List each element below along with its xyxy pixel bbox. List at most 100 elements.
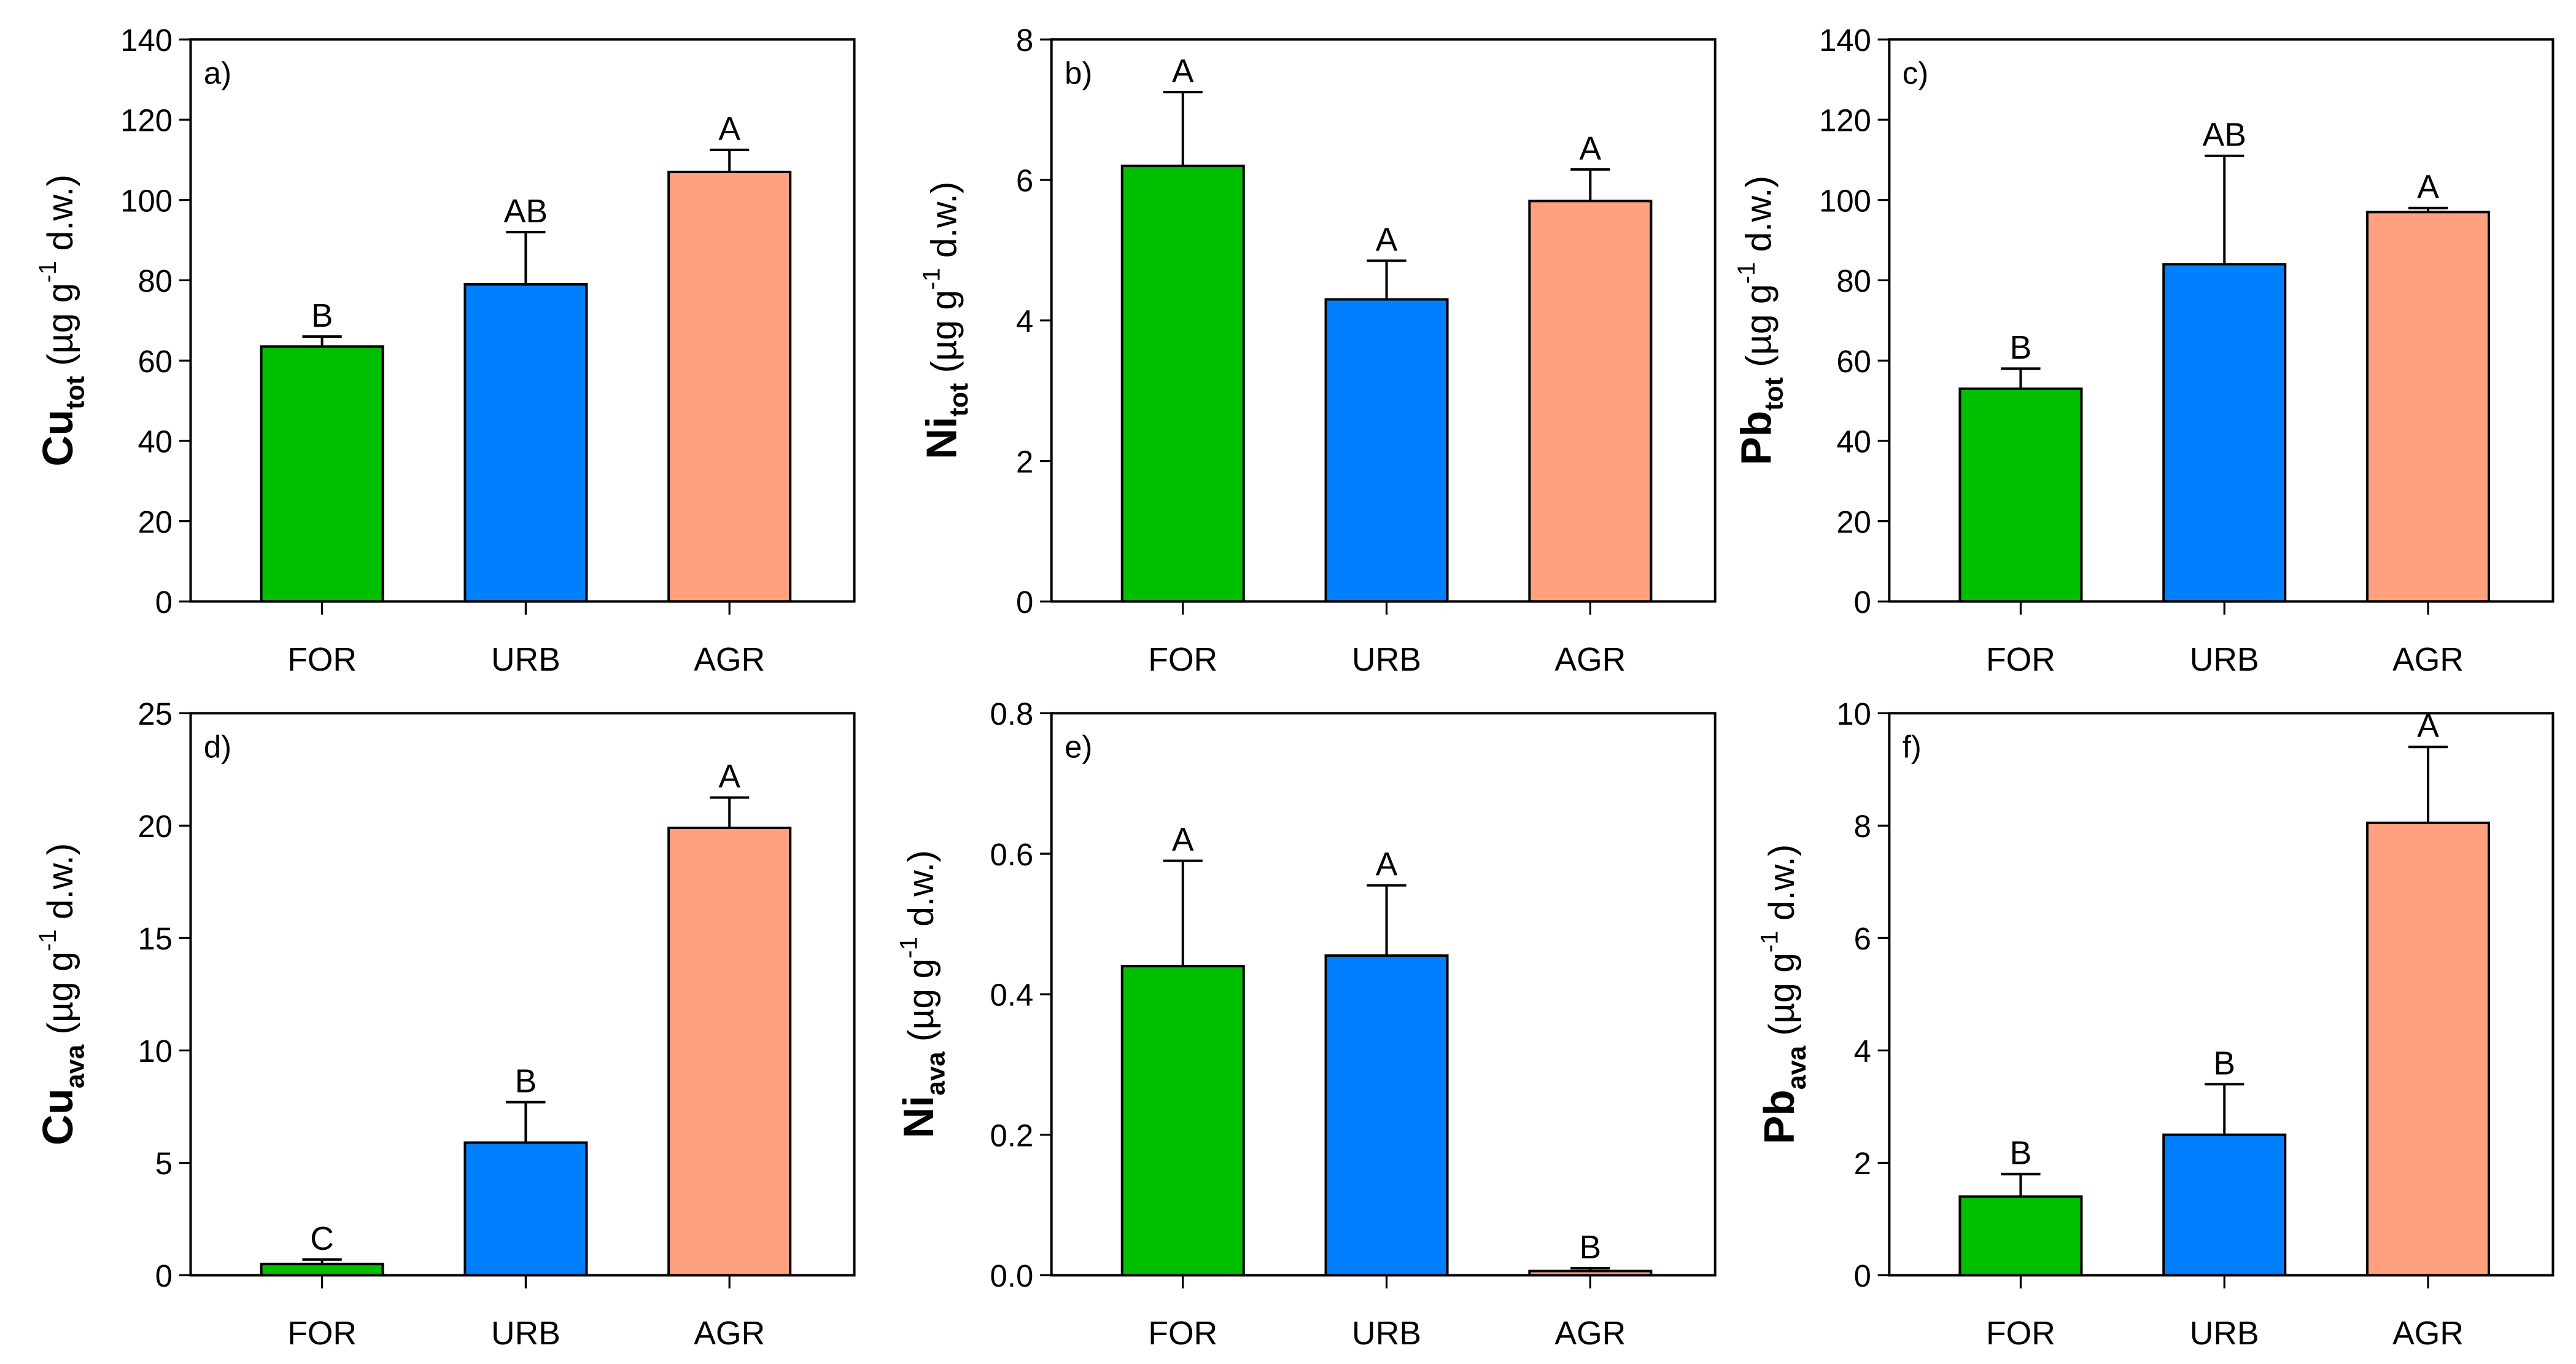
y-label-unit: (µg g <box>901 959 941 1052</box>
bar-for <box>1958 387 2083 603</box>
y-tick-label: 60 <box>138 344 173 379</box>
y-label-unit-end: d.w.) <box>41 843 80 930</box>
y-label-element: Pb <box>1732 411 1780 466</box>
y-label-element: Cu <box>34 1088 82 1145</box>
significance-letter: A <box>1172 822 1194 859</box>
y-tick-label: 10 <box>1836 696 1871 731</box>
y-label-unit: (µg g <box>41 951 80 1045</box>
plot-frame <box>1888 712 2555 1277</box>
y-label-subscript: tot <box>1759 377 1788 411</box>
y-label-exponent: -1 <box>918 268 945 290</box>
panel-label: a) <box>204 55 231 90</box>
x-tick-label: FOR <box>287 642 357 678</box>
y-label-unit-end: d.w.) <box>901 850 941 937</box>
y-tick-label: 0 <box>1854 1258 1871 1293</box>
y-tick-label: 40 <box>1836 424 1871 459</box>
y-label-subscript: tot <box>61 376 90 410</box>
y-tick-label: 60 <box>1836 344 1871 379</box>
y-tick-label: 0.2 <box>990 1118 1034 1153</box>
y-tick-label: 0.6 <box>990 837 1034 872</box>
y-tick-label: 4 <box>1016 304 1033 339</box>
y-label-exponent: -1 <box>34 261 61 283</box>
y-label-exponent: -1 <box>34 929 61 951</box>
significance-letter: AB <box>2203 117 2246 154</box>
x-tick-label: URB <box>2190 1315 2259 1352</box>
plot-frame <box>1888 38 2555 603</box>
bar-agr <box>667 827 792 1277</box>
y-tick-label: 0.0 <box>990 1258 1034 1293</box>
panel-a: B FOR AB URB A AGR 0 20 40 60 80 100 120 140 a) Cutot (… <box>34 23 856 678</box>
x-tick-label: URB <box>491 1315 561 1352</box>
y-tick-label: 6 <box>1016 163 1033 198</box>
y-label-unit-end: d.w.) <box>1762 844 1802 931</box>
significance-letter: B <box>515 1064 537 1100</box>
x-tick-label: FOR <box>1148 1315 1217 1352</box>
y-tick-label: 20 <box>138 504 173 539</box>
y-label-unit: (µg g <box>924 290 964 383</box>
significance-letter: A <box>1172 53 1194 90</box>
bar-agr <box>2366 821 2491 1277</box>
significance-letter: A <box>718 759 740 795</box>
x-tick-label: FOR <box>1986 1315 2055 1352</box>
x-tick-label: URB <box>2190 642 2259 678</box>
bar-urb <box>1324 298 1449 603</box>
significance-letter: B <box>1580 1230 1602 1266</box>
panel-label: f) <box>1903 730 1922 765</box>
y-tick-label: 0.4 <box>990 978 1034 1013</box>
x-tick-label: AGR <box>694 642 765 678</box>
y-tick-label: 25 <box>138 696 173 731</box>
y-label-subscript: ava <box>1782 1045 1812 1090</box>
bar-urb <box>464 283 588 603</box>
plot-frame <box>189 712 856 1277</box>
y-tick-label: 20 <box>1836 504 1871 539</box>
y-label-element: Ni <box>917 416 965 459</box>
y-tick-label: 5 <box>155 1146 173 1181</box>
bar-agr <box>2366 211 2491 603</box>
y-tick-label: 0 <box>155 1258 173 1293</box>
significance-letter: A <box>1376 847 1398 883</box>
significance-letter: A <box>1376 222 1398 259</box>
y-axis-label: Nitot (µg g-1 d.w.) <box>917 182 974 459</box>
x-tick-label: FOR <box>1148 642 1217 678</box>
y-axis-label: Niava (µg g-1 d.w.) <box>894 850 951 1138</box>
x-tick-label: AGR <box>2392 642 2464 678</box>
bar-for <box>1120 965 1245 1277</box>
significance-letter: B <box>2213 1045 2235 1081</box>
bar-for <box>1958 1195 2083 1277</box>
significance-letter: C <box>310 1221 334 1257</box>
y-axis-label: Pbtot (µg g-1 d.w.) <box>1732 176 1789 466</box>
bar-urb <box>2162 1133 2287 1277</box>
y-tick-label: 8 <box>1854 809 1871 844</box>
panel-label: b) <box>1065 55 1092 90</box>
panel-e: A FOR A URB B AGR 0.0 0.2 0.4 0.6 0.8 e) Niava (µg g… <box>894 696 1717 1352</box>
bar-agr <box>667 170 792 603</box>
y-tick-label: 0.8 <box>990 696 1034 731</box>
y-tick-label: 20 <box>138 809 173 844</box>
y-axis-label: Pbava (µg g-1 d.w.) <box>1755 844 1812 1144</box>
x-tick-label: AGR <box>1554 1315 1626 1352</box>
y-label-element: Cu <box>34 410 82 467</box>
y-tick-label: 140 <box>1819 23 1871 58</box>
bar-urb <box>1324 954 1449 1277</box>
y-tick-label: 140 <box>120 23 173 58</box>
x-tick-label: FOR <box>1986 642 2055 678</box>
y-label-subscript: ava <box>61 1044 90 1089</box>
panel-label: e) <box>1065 730 1092 765</box>
significance-letter: AB <box>504 193 548 230</box>
y-label-element: Ni <box>894 1096 942 1139</box>
x-tick-label: URB <box>1352 642 1421 678</box>
y-axis-label: Cuava (µg g-1 d.w.) <box>34 843 90 1145</box>
y-label-unit: (µg g <box>1762 953 1802 1046</box>
y-label-subscript: tot <box>944 383 974 417</box>
x-tick-label: URB <box>1352 1315 1421 1352</box>
y-tick-label: 40 <box>138 424 173 459</box>
panel-b: A FOR A URB A AGR 0 2 4 6 8 b) Nitot (µg g-1 d.w.) <box>917 23 1717 678</box>
y-tick-label: 120 <box>120 103 173 138</box>
bar-for <box>1120 165 1245 603</box>
y-label-exponent: -1 <box>1732 262 1760 284</box>
y-label-element: Pb <box>1755 1089 1803 1144</box>
x-tick-label: AGR <box>694 1315 765 1352</box>
y-tick-label: 10 <box>138 1034 173 1069</box>
